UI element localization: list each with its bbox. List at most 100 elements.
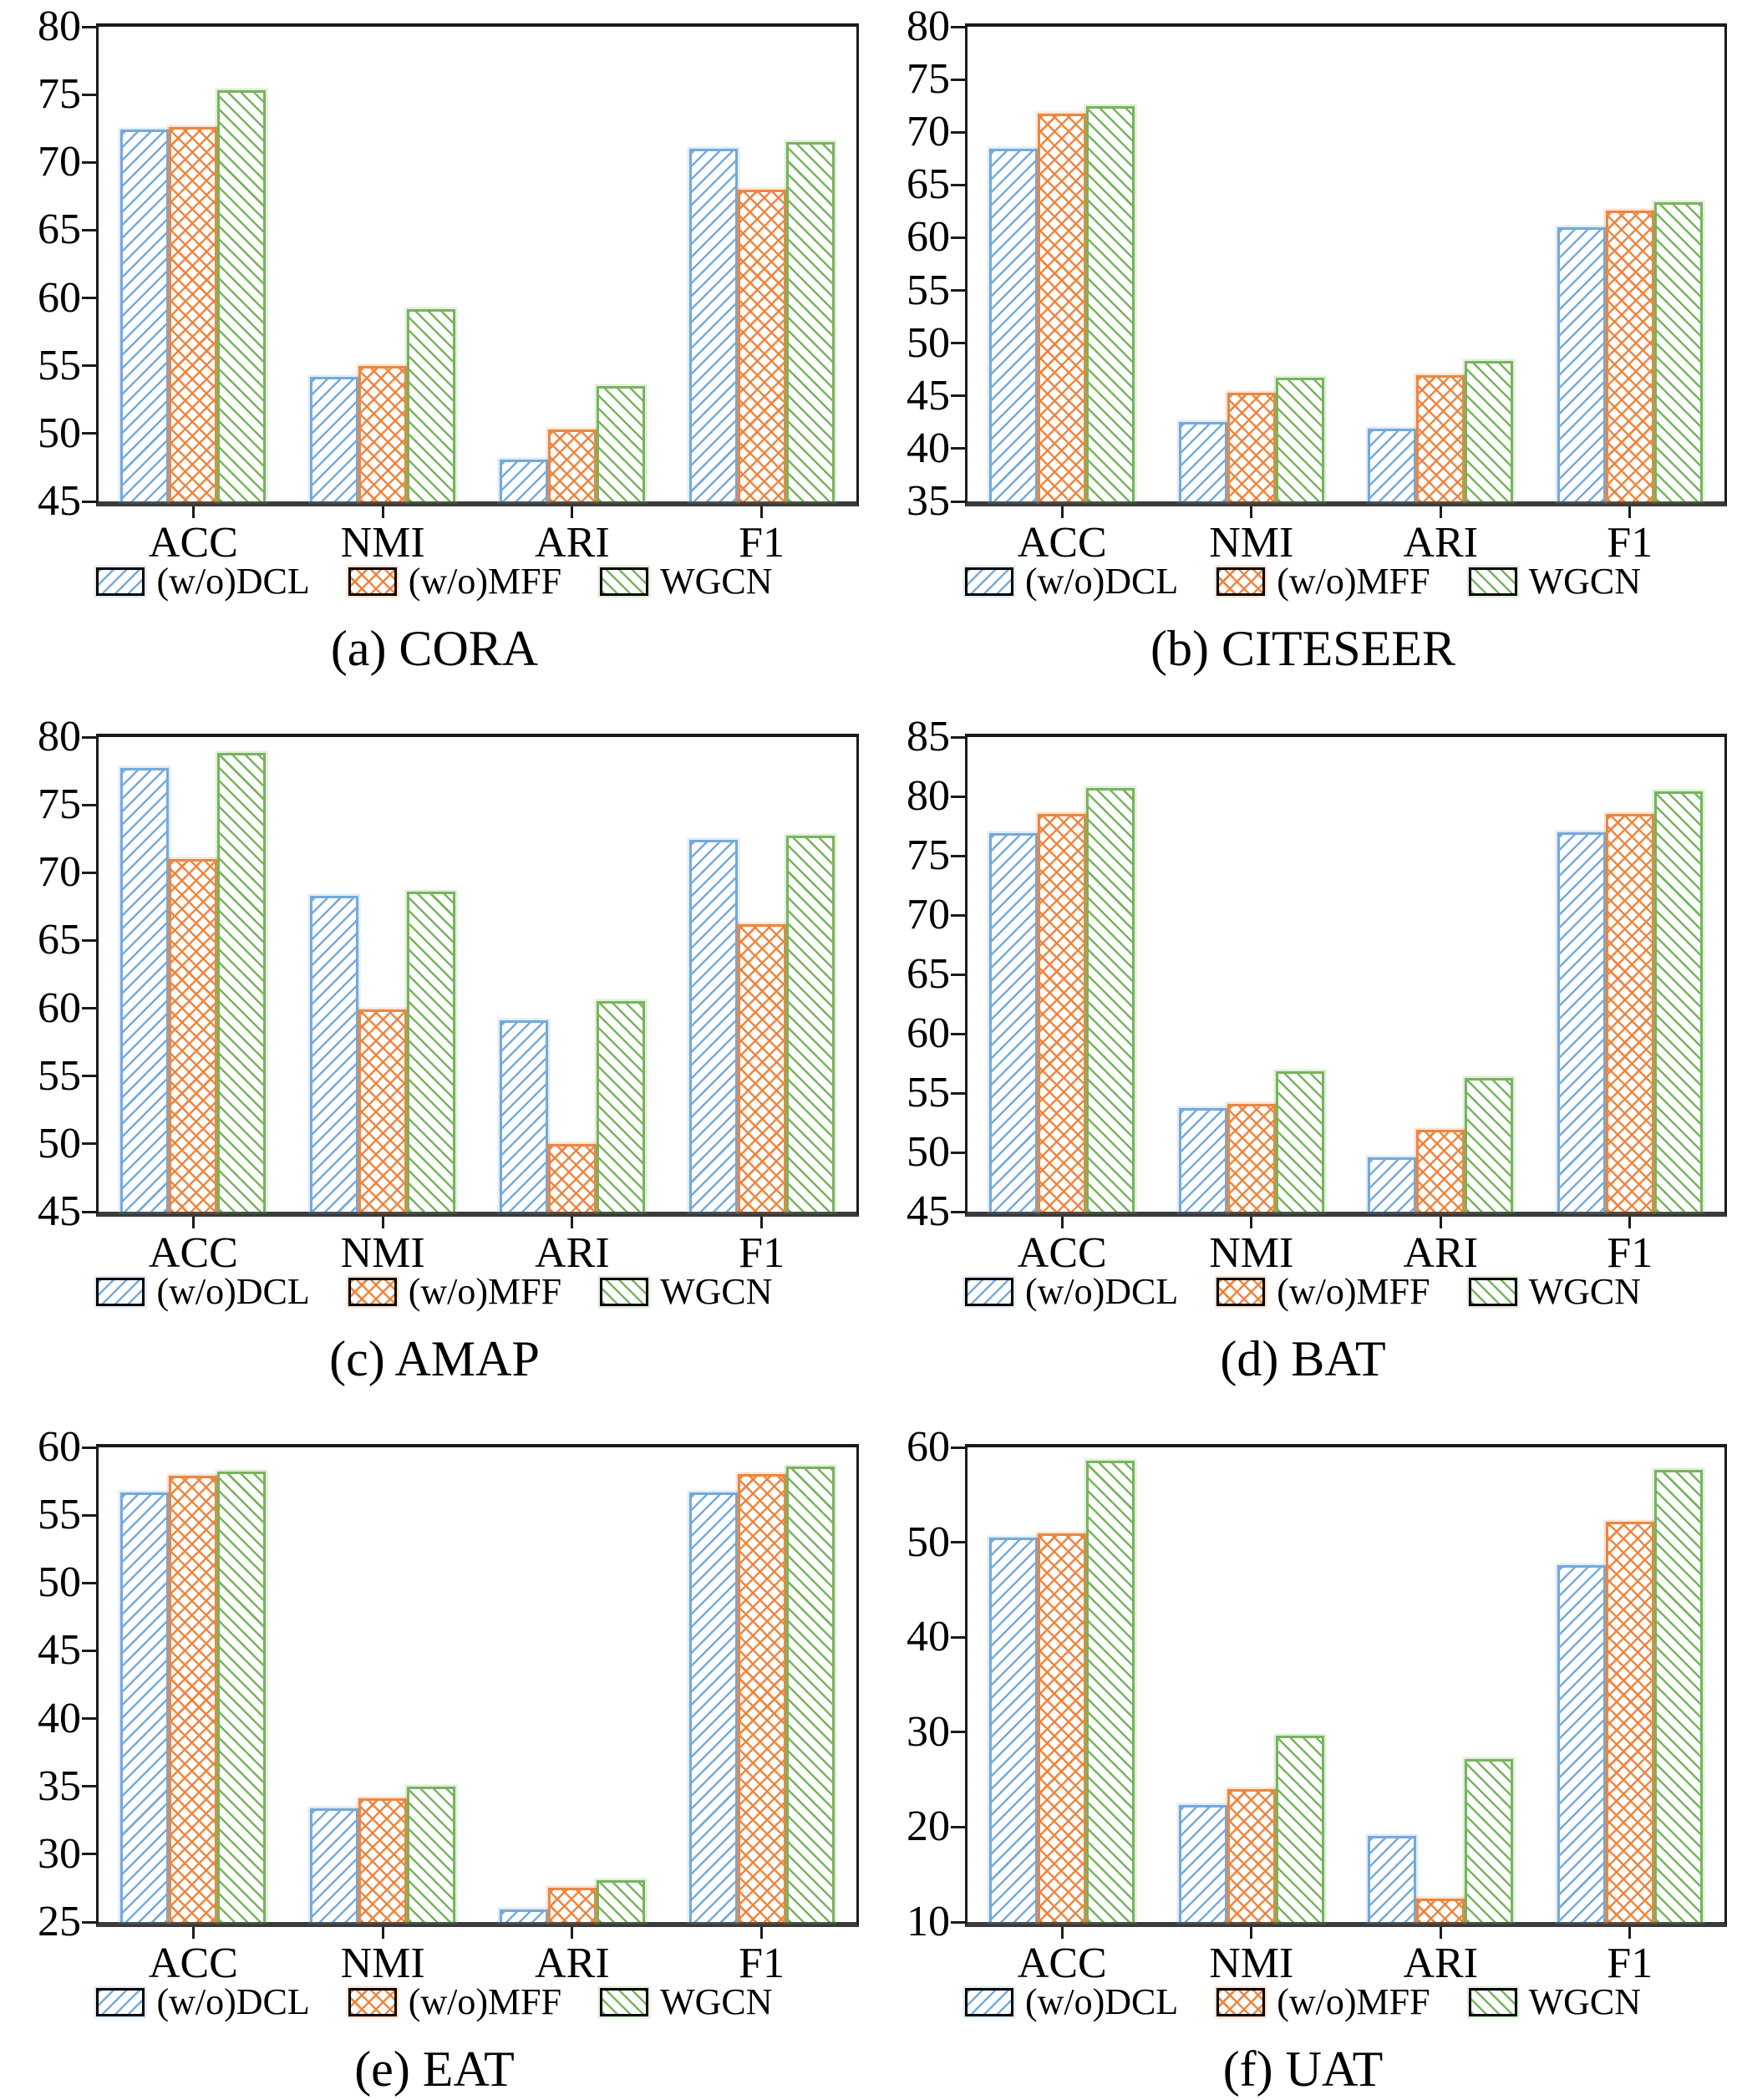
bar-dcl-ari: [499, 1909, 548, 1922]
y-tick-mark: [82, 803, 96, 806]
plot-area: [96, 1444, 859, 1927]
y-tick-label: 10: [907, 1898, 950, 1945]
y-tick-mark: [82, 1649, 96, 1652]
legend: (w/o)DCL (w/o)MFF WGCN: [0, 1272, 869, 1312]
bar-dcl-f1: [688, 1492, 738, 1922]
chart-amap: (w/o)DCL (w/o)MFF WGCN (c) AMAP 45 50 55 60 65…: [0, 710, 869, 1421]
y-tick-label: 30: [907, 1707, 950, 1756]
x-tick-mark: [1439, 1217, 1442, 1228]
bar-wgcn-f1: [785, 141, 835, 501]
chart-uat: (w/o)DCL (w/o)MFF WGCN (f) UAT 10 20 30 40 50 6…: [869, 1421, 1737, 2100]
legend: (w/o)DCL (w/o)MFF WGCN: [869, 562, 1737, 602]
y-tick-mark: [82, 735, 96, 739]
bar-mff-f1: [737, 923, 786, 1212]
legend-item-mff: (w/o)MFF: [1216, 1982, 1430, 2022]
bar-dcl-ari: [1368, 1835, 1417, 1922]
x-tick-label: ACC: [148, 519, 238, 567]
bar-wgcn-nmi: [1275, 1071, 1324, 1212]
plot-area: [965, 23, 1727, 506]
legend-swatch-dcl: [96, 567, 145, 596]
x-tick-mark: [1439, 1927, 1442, 1939]
bar-wgcn-ari: [1465, 361, 1514, 501]
y-tick-mark: [951, 342, 965, 345]
y-tick-label: 60: [38, 984, 81, 1032]
x-tick-mark: [381, 506, 384, 518]
bar-mff-ari: [1416, 1898, 1465, 1922]
y-tick-label: 80: [38, 3, 81, 50]
bar-wgcn-f1: [785, 1466, 835, 1922]
legend-label: (w/o)DCL: [156, 1981, 310, 2022]
y-tick-mark: [951, 1210, 965, 1213]
x-tick-label: ARI: [535, 1229, 610, 1277]
y-tick-mark: [951, 1541, 965, 1544]
chart-caption: (a) CORA: [330, 621, 539, 676]
y-tick-label: 80: [907, 3, 950, 50]
x-tick-label: ARI: [1403, 519, 1479, 567]
y-tick-label: 70: [38, 138, 81, 186]
bar-mff-nmi: [1227, 1788, 1276, 1922]
x-tick-label: F1: [1607, 1940, 1653, 1987]
x-tick-label: NMI: [340, 519, 425, 567]
y-tick-label: 50: [38, 1119, 81, 1167]
bar-wgcn-nmi: [407, 1786, 456, 1922]
y-tick-label: 60: [907, 1423, 950, 1471]
y-tick-mark: [951, 130, 965, 134]
y-tick-label: 45: [907, 1187, 950, 1235]
y-tick-mark: [82, 871, 96, 874]
bar-wgcn-f1: [1653, 791, 1703, 1212]
x-tick-label: ACC: [1017, 1940, 1107, 1987]
x-tick-label: F1: [739, 1940, 785, 1987]
x-tick-mark: [760, 1217, 764, 1228]
y-tick-label: 60: [38, 1423, 81, 1471]
y-tick-label: 65: [38, 916, 81, 964]
legend-label: (w/o)MFF: [408, 561, 562, 602]
bar-mff-nmi: [1227, 1103, 1276, 1212]
legend-item-dcl: (w/o)DCL: [96, 562, 310, 602]
bar-mff-f1: [1605, 210, 1654, 501]
x-tick-label: F1: [1607, 1229, 1653, 1277]
x-tick-mark: [191, 1927, 195, 1939]
bar-mff-acc: [169, 1476, 218, 1922]
legend-swatch-dcl: [96, 1278, 145, 1306]
x-tick-label: ACC: [1017, 1229, 1107, 1277]
legend-swatch-mff: [348, 567, 397, 596]
bar-mff-nmi: [358, 1009, 408, 1212]
y-tick-label: 40: [907, 1613, 950, 1661]
y-tick-mark: [951, 1635, 965, 1639]
bar-dcl-acc: [120, 1492, 170, 1922]
bar-dcl-ari: [1368, 428, 1417, 501]
y-tick-mark: [951, 289, 965, 292]
y-tick-mark: [951, 913, 965, 917]
legend-label: WGCN: [1528, 561, 1642, 602]
y-tick-mark: [951, 735, 965, 739]
x-tick-mark: [191, 1217, 195, 1228]
bar-dcl-nmi: [1178, 1108, 1227, 1212]
bar-mff-f1: [1605, 1521, 1654, 1922]
chart-eat: (w/o)DCL (w/o)MFF WGCN (e) EAT 25 30 35 40 45 5…: [0, 1421, 869, 2100]
bar-mff-f1: [737, 189, 786, 501]
bar-wgcn-acc: [217, 1472, 267, 1922]
x-tick-label: NMI: [1209, 1940, 1294, 1987]
bar-dcl-acc: [989, 149, 1039, 501]
bar-wgcn-acc: [217, 753, 267, 1212]
legend-label: (w/o)MFF: [1277, 1981, 1430, 2022]
bar-dcl-nmi: [1178, 422, 1227, 501]
bar-dcl-acc: [989, 833, 1039, 1212]
y-tick-label: 30: [38, 1829, 81, 1878]
y-tick-mark: [82, 228, 96, 231]
y-tick-mark: [951, 25, 965, 28]
bar-mff-ari: [547, 1888, 597, 1922]
y-tick-label: 70: [38, 848, 81, 897]
legend-label: WGCN: [660, 561, 773, 602]
y-tick-label: 20: [907, 1803, 950, 1851]
legend-item-dcl: (w/o)DCL: [964, 562, 1178, 602]
legend-swatch-mff: [1216, 567, 1266, 596]
bar-dcl-acc: [120, 130, 170, 501]
bar-dcl-f1: [1557, 1564, 1606, 1922]
bar-mff-ari: [1416, 1130, 1465, 1212]
y-tick-label: 65: [907, 950, 950, 998]
legend-label: WGCN: [660, 1271, 773, 1312]
bar-wgcn-nmi: [1275, 1736, 1324, 1922]
legend-swatch-mff: [348, 1988, 397, 2016]
